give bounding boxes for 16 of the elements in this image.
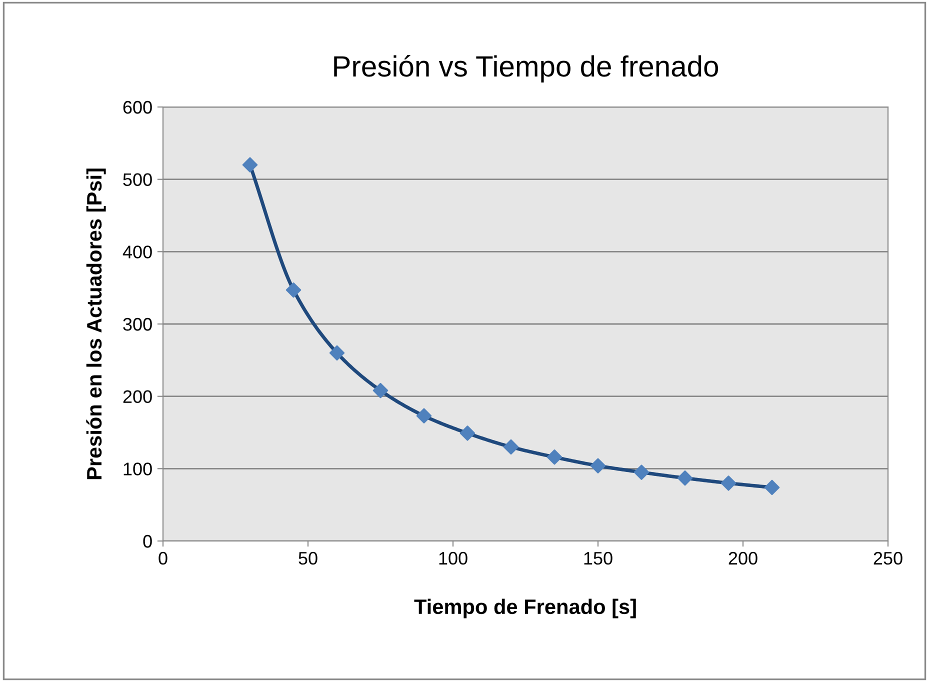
x-axis-title: Tiempo de Frenado [s] bbox=[414, 598, 636, 618]
x-tick-label: 150 bbox=[584, 552, 612, 565]
y-tick-label: 500 bbox=[123, 173, 152, 186]
x-tick-label: 0 bbox=[158, 552, 168, 565]
y-axis-title: Presión en los Actuadores [Psi] bbox=[86, 168, 106, 480]
y-tick-label: 400 bbox=[122, 246, 152, 258]
x-tick-label: 250 bbox=[874, 552, 902, 565]
x-tick-label: 100 bbox=[439, 552, 468, 565]
y-tick-label: 0 bbox=[143, 534, 152, 548]
y-tick-label: 200 bbox=[123, 390, 152, 404]
y-tick-label: 600 bbox=[123, 100, 152, 114]
x-tick-label: 50 bbox=[298, 552, 318, 565]
y-tick-label: 300 bbox=[123, 318, 152, 331]
y-tick-label: 100 bbox=[124, 462, 152, 476]
x-tick-label: 200 bbox=[728, 552, 758, 565]
chart-title: Presión vs Tiempo de frenado bbox=[334, 54, 718, 82]
